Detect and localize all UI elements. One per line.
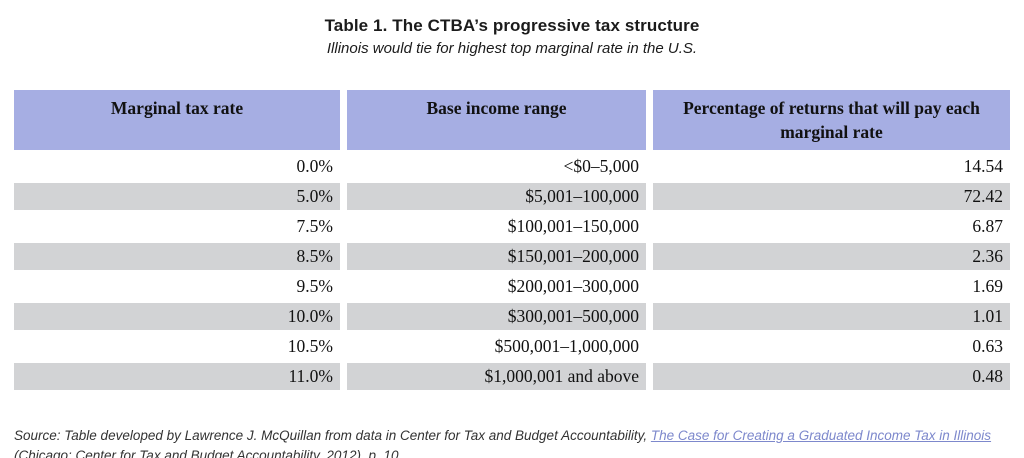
table-row: 10.5% $500,001–1,000,000 0.63 bbox=[14, 333, 1010, 361]
marginal-rate-cell: 10.5% bbox=[14, 333, 340, 361]
marginal-rate-cell: 0.0% bbox=[14, 153, 340, 181]
table-row: 5.0% $5,001–100,000 72.42 bbox=[14, 183, 1010, 211]
table-row: 8.5% $150,001–200,000 2.36 bbox=[14, 243, 1010, 271]
income-range-cell: $100,001–150,000 bbox=[347, 213, 646, 241]
table-row: 11.0% $1,000,001 and above 0.48 bbox=[14, 363, 1010, 391]
marginal-rate-cell: 5.0% bbox=[14, 183, 340, 211]
table-row: 0.0% <$0–5,000 14.54 bbox=[14, 153, 1010, 181]
income-range-cell: $200,001–300,000 bbox=[347, 273, 646, 301]
col-header-marginal-tax-rate: Marginal tax rate bbox=[14, 90, 340, 151]
col-header-percentage-of-returns: Percentage of returns that will pay each… bbox=[653, 90, 1010, 151]
table-title: Table 1. The CTBA’s progressive tax stru… bbox=[324, 16, 700, 35]
income-range-cell: <$0–5,000 bbox=[347, 153, 646, 181]
income-range-cell: $5,001–100,000 bbox=[347, 183, 646, 211]
income-range-cell: $1,000,001 and above bbox=[347, 363, 646, 391]
marginal-rate-cell: 10.0% bbox=[14, 303, 340, 331]
source-text-prefix: Source: Table developed by Lawrence J. M… bbox=[14, 428, 651, 443]
col-header-base-income-range: Base income range bbox=[347, 90, 646, 151]
percentage-cell: 72.42 bbox=[653, 183, 1010, 211]
percentage-cell: 6.87 bbox=[653, 213, 1010, 241]
income-range-cell: $150,001–200,000 bbox=[347, 243, 646, 271]
document-page: Table 1. The CTBA’s progressive tax stru… bbox=[0, 16, 1024, 458]
table-row: 7.5% $100,001–150,000 6.87 bbox=[14, 213, 1010, 241]
table-subtitle: Illinois would tie for highest top margi… bbox=[326, 40, 698, 57]
table-row: 10.0% $300,001–500,000 1.01 bbox=[14, 303, 1010, 331]
income-range-cell: $500,001–1,000,000 bbox=[347, 333, 646, 361]
marginal-rate-cell: 8.5% bbox=[14, 243, 340, 271]
percentage-cell: 1.01 bbox=[653, 303, 1010, 331]
percentage-cell: 0.48 bbox=[653, 363, 1010, 391]
percentage-cell: 2.36 bbox=[653, 243, 1010, 271]
source-link[interactable]: The Case for Creating a Graduated Income… bbox=[650, 428, 992, 443]
marginal-rate-cell: 7.5% bbox=[14, 213, 340, 241]
source-note: Source: Table developed by Lawrence J. M… bbox=[14, 426, 1014, 458]
header-row: Marginal tax rate Base income range Perc… bbox=[14, 90, 1010, 151]
percentage-cell: 1.69 bbox=[653, 273, 1010, 301]
source-text-suffix: (Chicago: Center for Tax and Budget Acco… bbox=[14, 448, 399, 458]
table-body: 0.0% <$0–5,000 14.54 5.0% $5,001–100,000 72.4… bbox=[14, 153, 1010, 391]
percentage-cell: 14.54 bbox=[653, 153, 1010, 181]
table-row: 9.5% $200,001–300,000 1.69 bbox=[14, 273, 1010, 301]
marginal-rate-cell: 11.0% bbox=[14, 363, 340, 391]
tax-structure-table: Marginal tax rate Base income range Perc… bbox=[7, 87, 1017, 393]
income-range-cell: $300,001–500,000 bbox=[347, 303, 646, 331]
marginal-rate-cell: 9.5% bbox=[14, 273, 340, 301]
percentage-cell: 0.63 bbox=[653, 333, 1010, 361]
